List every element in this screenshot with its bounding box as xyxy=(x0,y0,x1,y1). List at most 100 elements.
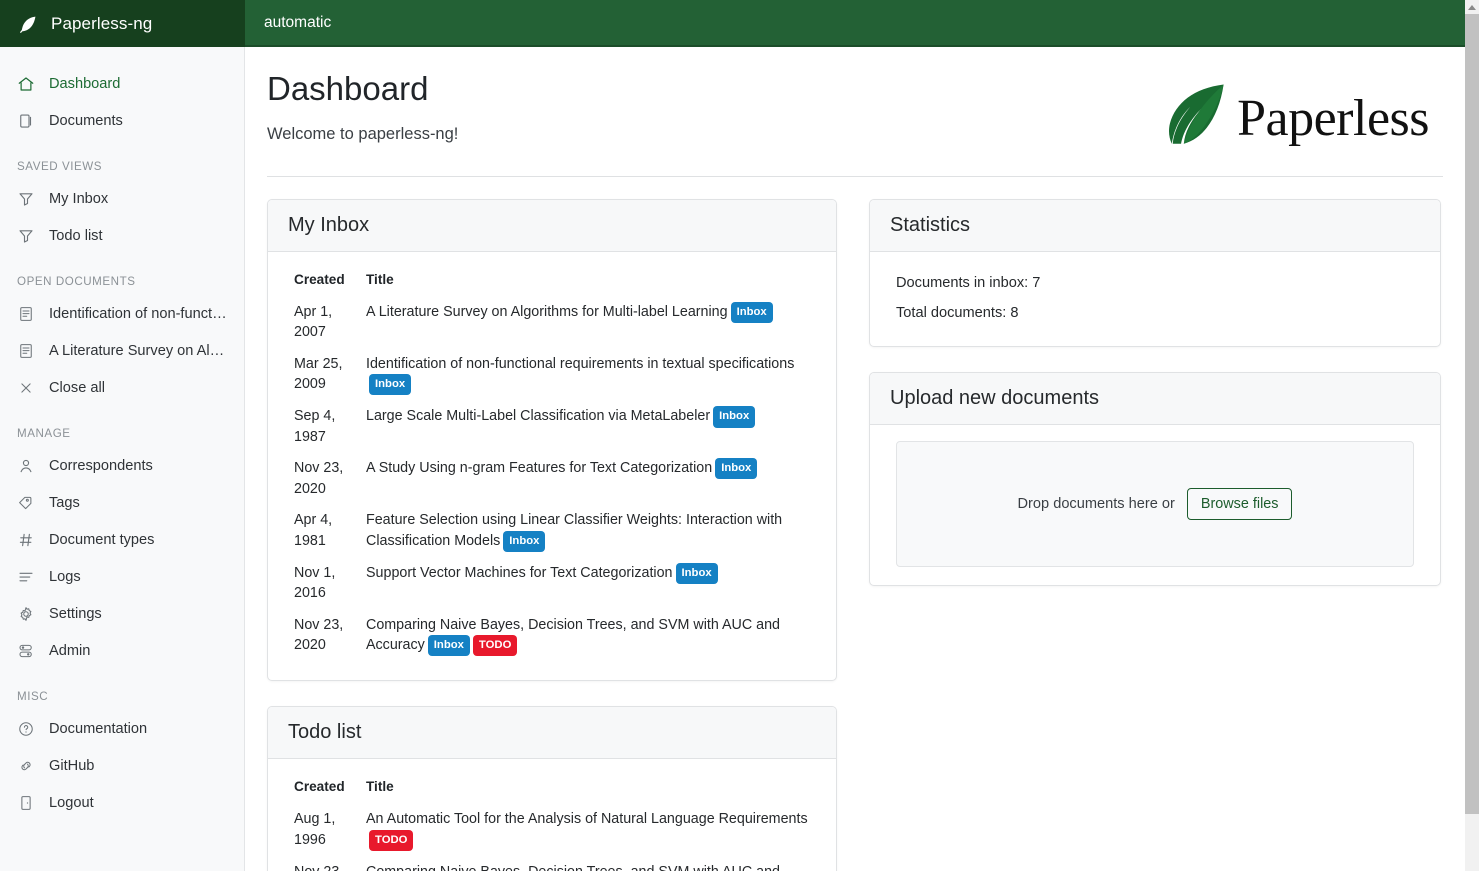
document-lines-icon xyxy=(17,342,35,360)
upload-card-body: Drop documents here or Browse files xyxy=(870,425,1440,585)
page-scrollbar[interactable] xyxy=(1465,0,1479,871)
sidebar-item-settings[interactable]: Settings xyxy=(0,595,244,632)
sidebar-item-label: Tags xyxy=(49,494,80,511)
document-title[interactable]: Large Scale Multi-Label Classification v… xyxy=(366,408,711,425)
sidebar-item-label: Documentation xyxy=(49,720,148,737)
sidebar-item-tags[interactable]: Tags xyxy=(0,484,244,521)
sidebar-item-label: Dashboard xyxy=(49,75,121,92)
brand-name: Paperless-ng xyxy=(51,13,153,33)
logo-wordmark: Paperless xyxy=(1237,89,1429,147)
dashboard-grid: My Inbox Created Title Apr xyxy=(267,199,1443,871)
sidebar-item-label: GitHub xyxy=(49,757,95,774)
top-bar: Paperless-ng automatic xyxy=(0,0,1465,47)
sidebar: Dashboard Documents SAVED VIEWS My Inbox xyxy=(0,47,245,871)
navbar-label[interactable]: automatic xyxy=(264,13,332,31)
tag-badge-inbox[interactable]: Inbox xyxy=(427,635,470,657)
document-title[interactable]: Identification of non-functional require… xyxy=(366,355,795,372)
cell-title: A Study Using n-gram Features for Text C… xyxy=(366,453,810,505)
document-title[interactable]: A Literature Survey on Algorithms for Mu… xyxy=(366,304,728,320)
sidebar-item-open-document-2[interactable]: A Literature Survey on Algori... xyxy=(0,332,244,369)
statistics-card-title: Statistics xyxy=(870,200,1440,252)
page-header-text: Dashboard Welcome to paperless-ng! xyxy=(267,69,458,144)
tag-badge-inbox[interactable]: Inbox xyxy=(730,302,773,324)
document-title[interactable]: Comparing Naive Bayes, Decision Trees, a… xyxy=(366,616,781,654)
table-row[interactable]: Aug 1, 1996 An Automatic Tool for the An… xyxy=(294,804,810,857)
sidebar-item-documentation[interactable]: Documentation xyxy=(0,710,244,747)
cell-created: Apr 1, 2007 xyxy=(294,304,333,341)
column-header-created: Created xyxy=(294,779,345,795)
cell-created: Apr 4, 1981 xyxy=(294,512,333,549)
browse-files-button[interactable]: Browse files xyxy=(1186,488,1293,520)
sidebar-item-label: Logout xyxy=(49,794,94,811)
document-title[interactable]: Feature Selection using Linear Classifie… xyxy=(366,512,783,549)
todo-list-card-body: Created Title Aug 1, 1996 An Automatic T… xyxy=(268,759,836,871)
cell-title: Comparing Naive Bayes, Decision Trees, a… xyxy=(366,610,810,663)
header-divider xyxy=(267,176,1443,177)
sidebar-item-label: Close all xyxy=(49,379,105,396)
hash-icon xyxy=(17,531,35,549)
right-column: Statistics Documents in inbox: 7 Total d… xyxy=(869,199,1441,871)
page-subtitle: Welcome to paperless-ng! xyxy=(267,124,459,143)
sidebar-section-manage: MANAGE xyxy=(17,427,71,440)
lines-icon xyxy=(17,568,35,586)
tag-badge-inbox[interactable]: Inbox xyxy=(713,406,756,428)
tag-badge-inbox[interactable]: Inbox xyxy=(715,458,758,480)
sidebar-item-dashboard[interactable]: Dashboard xyxy=(0,65,244,102)
cell-title: Identification of non-functional require… xyxy=(366,349,810,402)
document-title[interactable]: An Automatic Tool for the Analysis of Na… xyxy=(366,811,808,828)
sidebar-item-documents[interactable]: Documents xyxy=(0,102,244,139)
stat-total-documents: Total documents: 8 xyxy=(896,305,1019,321)
todo-list-rows: Aug 1, 1996 An Automatic Tool for the An… xyxy=(294,804,810,871)
table-header-row: Created Title xyxy=(294,775,810,804)
table-row[interactable]: Mar 25, 2009 Identification of non-funct… xyxy=(294,349,810,402)
table-row[interactable]: Sep 4, 1987 Large Scale Multi-Label Clas… xyxy=(294,401,810,453)
column-header-title: Title xyxy=(366,779,394,795)
sidebar-item-todo-list[interactable]: Todo list xyxy=(0,217,244,254)
cell-title: An Automatic Tool for the Analysis of Na… xyxy=(366,804,810,857)
document-title[interactable]: Comparing Naive Bayes, Decision Trees, a… xyxy=(366,864,780,871)
sidebar-item-open-document-1[interactable]: Identification of non-functio... xyxy=(0,295,244,332)
table-row[interactable]: Nov 23, 2020 Comparing Naive Bayes, Deci… xyxy=(294,857,810,871)
cell-title: Support Vector Machines for Text Categor… xyxy=(366,558,810,610)
table-row[interactable]: Apr 4, 1981 Feature Selection using Line… xyxy=(294,505,810,558)
sidebar-section-misc: MISC xyxy=(17,690,49,703)
sidebar-item-close-all[interactable]: Close all xyxy=(0,369,244,406)
document-title[interactable]: A Study Using n-gram Features for Text C… xyxy=(366,460,713,477)
tag-badge-inbox[interactable]: Inbox xyxy=(503,530,546,552)
cell-created: Sep 4, 1987 xyxy=(294,408,336,445)
sidebar-item-logs[interactable]: Logs xyxy=(0,558,244,595)
sidebar-item-correspondents[interactable]: Correspondents xyxy=(0,447,244,484)
tag-badge-todo[interactable]: TODO xyxy=(472,635,518,657)
funnel-icon xyxy=(17,190,35,208)
scroll-up-arrow-icon[interactable] xyxy=(1465,0,1479,14)
sidebar-item-github[interactable]: GitHub xyxy=(0,747,244,784)
brand-block[interactable]: Paperless-ng xyxy=(0,0,245,47)
sidebar-item-admin[interactable]: Admin xyxy=(0,632,244,669)
question-circle-icon xyxy=(17,720,35,738)
sidebar-item-document-types[interactable]: Document types xyxy=(0,521,244,558)
my-inbox-card-title: My Inbox xyxy=(268,200,836,252)
scrollbar-thumb[interactable] xyxy=(1465,14,1479,814)
document-title[interactable]: Support Vector Machines for Text Categor… xyxy=(366,564,673,581)
file-dropzone[interactable]: Drop documents here or Browse files xyxy=(896,441,1414,567)
home-icon xyxy=(17,75,35,93)
tag-badge-inbox[interactable]: Inbox xyxy=(369,374,412,396)
cell-created: Nov 23, 2020 xyxy=(294,460,344,497)
sidebar-item-my-inbox[interactable]: My Inbox xyxy=(0,180,244,217)
dropzone-label: Drop documents here or xyxy=(1017,496,1175,512)
page-header: Dashboard Welcome to paperless-ng! Paper… xyxy=(267,69,1443,158)
statistics-card: Statistics Documents in inbox: 7 Total d… xyxy=(869,199,1441,347)
tag-badge-inbox[interactable]: Inbox xyxy=(675,562,718,584)
sidebar-item-logout[interactable]: Logout xyxy=(0,784,244,821)
cell-title: Feature Selection using Linear Classifie… xyxy=(366,505,810,558)
table-row[interactable]: Apr 1, 2007 A Literature Survey on Algor… xyxy=(294,297,810,349)
cell-created: Mar 25, 2009 xyxy=(294,355,343,393)
navbar: automatic xyxy=(245,0,1465,47)
cell-created: Nov 1, 2016 xyxy=(294,564,336,602)
table-row[interactable]: Nov 23, 2020 A Study Using n-gram Featur… xyxy=(294,453,810,505)
tag-badge-todo[interactable]: TODO xyxy=(369,829,414,851)
table-row[interactable]: Nov 23, 2020 Comparing Naive Bayes, Deci… xyxy=(294,610,810,663)
main-content: Dashboard Welcome to paperless-ng! Paper… xyxy=(245,47,1465,871)
table-row[interactable]: Nov 1, 2016 Support Vector Machines for … xyxy=(294,558,810,610)
